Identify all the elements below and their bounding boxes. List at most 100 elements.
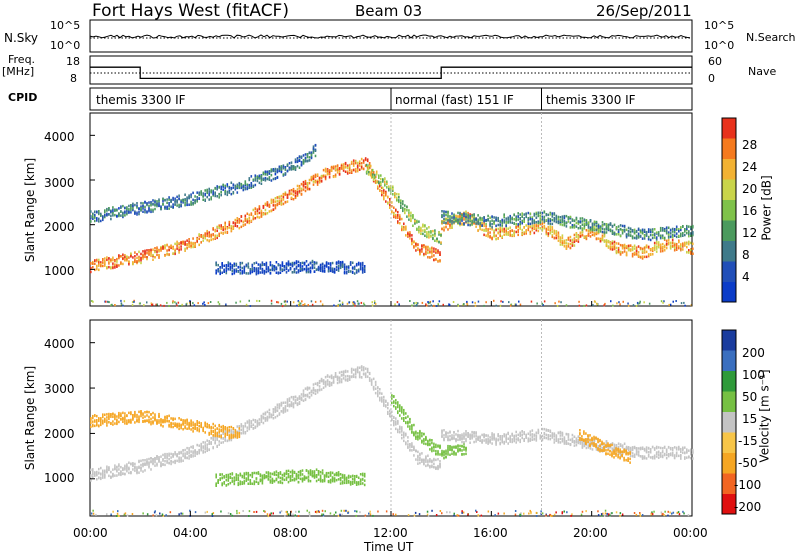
velocity-cell [216, 438, 218, 441]
power-cell [148, 201, 150, 204]
power-cell [551, 227, 554, 231]
velocity-cell [120, 412, 122, 415]
power-cell [438, 233, 440, 236]
power-cell [116, 209, 118, 212]
power-cell [184, 203, 186, 207]
power-cell [291, 261, 294, 265]
power-cell [533, 219, 536, 222]
power-cell [202, 239, 204, 242]
power-cell [331, 261, 334, 265]
velocity-cell [152, 420, 154, 423]
power-cell [551, 230, 554, 234]
power-cell [268, 176, 271, 179]
velocity-cell [172, 422, 174, 425]
power-cell [242, 224, 245, 227]
power-cell [531, 227, 534, 230]
power-cell [367, 167, 370, 171]
power-cell [415, 249, 417, 252]
velocity-cell [110, 415, 112, 418]
power-cell [228, 191, 231, 194]
velocity-cell [405, 421, 407, 424]
power-cell [196, 237, 198, 241]
velocity-cell [387, 403, 389, 406]
power-noise-cell [603, 304, 605, 307]
velocity-cell [262, 413, 265, 416]
power-cell [370, 176, 373, 179]
velocity-cell [449, 438, 451, 441]
velocity-cell [248, 421, 251, 425]
power-cell [633, 247, 636, 250]
velocity-cell [449, 431, 451, 434]
power-cell [257, 263, 260, 266]
velocity-cell [184, 455, 186, 459]
power-cell [497, 223, 499, 227]
velocity-cell [457, 450, 459, 453]
velocity-cell [124, 472, 126, 476]
power-cell [483, 219, 485, 223]
power-noise-cell [209, 301, 212, 303]
velocity-cell [90, 419, 92, 422]
power-cell [485, 218, 487, 222]
power-cell [307, 270, 310, 274]
power-cell [309, 266, 312, 270]
power-cell [531, 219, 534, 223]
power-cell [515, 215, 517, 218]
power-cell [537, 229, 540, 233]
power-cell [126, 212, 128, 216]
velocity-cell [304, 387, 307, 390]
velocity-cell [152, 422, 154, 425]
velocity-cell [409, 417, 411, 421]
velocity-cell [393, 404, 395, 408]
velocity-cell [294, 401, 297, 405]
power-cell [397, 214, 399, 217]
power-cell [459, 217, 461, 221]
velocity-cell [198, 429, 200, 433]
velocity-cell [232, 430, 235, 433]
power-cell [286, 164, 289, 167]
velocity-cell [162, 459, 164, 462]
power-cell [230, 192, 233, 196]
velocity-cell [230, 425, 233, 429]
velocity-cell [294, 399, 297, 402]
power-noise-cell [319, 300, 322, 303]
power-cell [270, 170, 273, 173]
velocity-cell [100, 476, 102, 480]
power-cell [254, 210, 257, 214]
power-cell [529, 216, 532, 219]
power-cell [625, 245, 628, 248]
power-cell [396, 196, 398, 199]
power-cell [420, 232, 422, 235]
power-noise-cell [660, 300, 663, 303]
power-cell [635, 234, 638, 238]
power-cell [649, 248, 652, 251]
power-noise-cell [357, 302, 359, 305]
velocity-cell [96, 424, 98, 427]
power-cell [298, 186, 301, 190]
velocity-cell [362, 366, 365, 369]
power-cell [587, 224, 590, 227]
power-cell [184, 249, 186, 252]
velocity-cell [385, 399, 387, 403]
power-cell [212, 190, 214, 193]
power-cell [112, 206, 114, 209]
power-cell [319, 269, 322, 272]
velocity-cell [272, 408, 275, 411]
power-cell [553, 212, 556, 215]
power-cell [533, 226, 536, 230]
power-cell [357, 261, 360, 265]
power-noise-cell [107, 300, 109, 303]
velocity-cell [204, 421, 206, 425]
power-cell [688, 225, 690, 228]
power-cell [573, 244, 576, 247]
power-cell [431, 248, 433, 251]
power-cell [527, 217, 530, 220]
power-cell [276, 170, 279, 174]
power-cell [228, 221, 231, 224]
power-cell [216, 225, 218, 229]
power-cell [585, 229, 588, 232]
power-cell [469, 223, 471, 227]
velocity-cell [234, 431, 237, 434]
velocity-cell [465, 452, 467, 456]
power-cell [206, 238, 208, 242]
power-cell [194, 241, 196, 245]
